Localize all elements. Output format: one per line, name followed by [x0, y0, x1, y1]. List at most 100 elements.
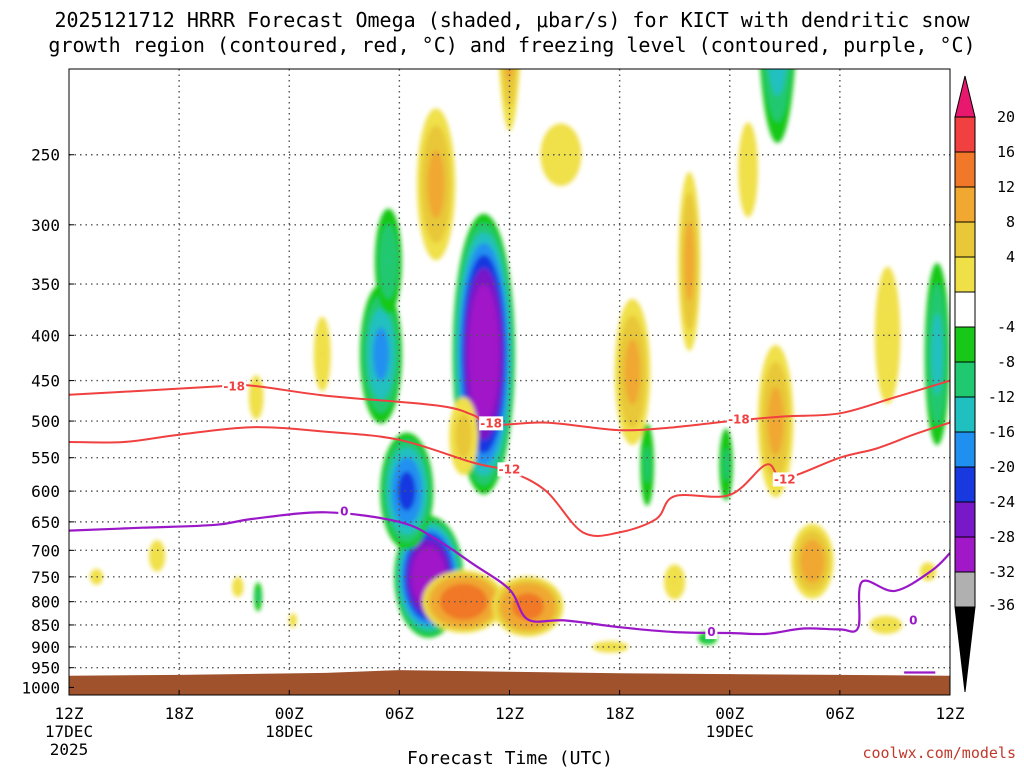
omega-cell-9 [253, 582, 263, 612]
omega-cell-8 [719, 428, 733, 501]
omega-cell-6 [924, 262, 950, 446]
colorbar-band [954, 361, 976, 398]
omega-band [673, 580, 676, 583]
colorbar-band [954, 116, 976, 153]
credit-text: coolwx.com/models [862, 744, 1016, 762]
y-tick-label: 650 [31, 513, 60, 532]
x-tick-date: 19DEC [706, 722, 754, 741]
colorbar-label: -20 [988, 458, 1015, 476]
x-tick-label: 12Z [55, 704, 84, 723]
dgz-label-bg [726, 412, 751, 427]
freezing-label-bg [907, 613, 920, 628]
omega-band [288, 613, 298, 628]
colorbar-band [954, 186, 976, 223]
omega-band [232, 576, 244, 598]
omega-cell-5 [760, 69, 795, 144]
omega-cell-17 [678, 171, 701, 352]
dgz-label-bg [222, 379, 247, 394]
omega-cell-22 [664, 564, 686, 600]
y-tick-label: 900 [31, 638, 60, 657]
omega-band [472, 304, 495, 404]
freezing-level-label: 0 [909, 613, 917, 627]
omega-cell-31 [869, 615, 903, 635]
dgz-contour-label: -18 [480, 416, 502, 430]
omega-cell-19 [791, 523, 834, 599]
x-tick-label: 06Z [385, 704, 414, 723]
x-tick-label: 06Z [825, 704, 854, 723]
x-tick-label: 18Z [165, 704, 194, 723]
omega-cell-30 [592, 641, 629, 653]
y-tick-label: 550 [31, 449, 60, 468]
colorbar: 20 16 12 8 4 -4 -8 -12 -16 -20 -24 -28 -32 -36 [954, 75, 1015, 693]
plot-area: -18 -18 -18 -12 -12 0 0 0 [69, 69, 950, 695]
omega-cell-24 [313, 316, 331, 392]
colorbar-band [954, 221, 976, 258]
x-tick-date: 17DEC [45, 722, 93, 741]
omega-band [462, 600, 465, 603]
y-tick-label: 750 [31, 568, 60, 587]
dgz-contour-label: -12 [499, 462, 521, 476]
omega-cell-3 [374, 208, 402, 315]
x-tick-label: 00Z [275, 704, 304, 723]
colorbar-band [954, 466, 976, 503]
omega-cell-2 [359, 284, 403, 424]
omega-band [373, 327, 389, 381]
colorbar-label: -16 [988, 423, 1015, 441]
omega-band [511, 592, 544, 620]
omega-band [738, 122, 758, 218]
colorbar-band [954, 501, 976, 538]
y-tick-label: 950 [31, 659, 60, 678]
colorbar-label: 8 [1006, 213, 1015, 231]
omega-band [501, 69, 518, 108]
dgz-contour-label: -12 [774, 472, 796, 486]
freezing-level-contour: 0 0 0 [69, 504, 950, 674]
omega-band [869, 615, 903, 635]
colorbar-band [954, 291, 976, 328]
omega-cell-23 [874, 266, 901, 404]
dgz-contour-label: -18 [728, 413, 750, 427]
omega-cell-29 [288, 613, 298, 628]
colorbar-label: -24 [988, 493, 1015, 511]
freezing-level-line [69, 511, 950, 636]
y-tick-label: 350 [31, 275, 60, 294]
dgz-contour-label: -18 [223, 380, 245, 394]
colorbar-band [954, 396, 976, 433]
y-tick-label: 800 [31, 593, 60, 612]
y-tick-label: 250 [31, 146, 60, 165]
omega-cell-12 [492, 576, 564, 637]
omega-band [768, 69, 787, 96]
omega-band [148, 540, 166, 572]
dgz-contour--12 [69, 421, 950, 537]
omega-band [540, 123, 582, 187]
omega-band [644, 446, 651, 484]
omega-band [684, 221, 695, 302]
colorbar-cap-top [954, 75, 976, 118]
dgz-label-bg [497, 462, 522, 477]
colorbar-label: -36 [988, 596, 1015, 614]
omega-band [767, 386, 784, 456]
omega-band [397, 471, 416, 511]
colorbar-band [954, 431, 976, 468]
colorbar-label: 12 [997, 178, 1015, 196]
colorbar-band [954, 256, 976, 293]
x-axis-title: Forecast Time (UTC) [407, 748, 613, 768]
omega-band [886, 334, 889, 337]
y-tick-label: 500 [31, 412, 60, 431]
colorbar-cap-bottom [954, 606, 976, 693]
omega-band [321, 353, 324, 356]
y-tick-label: 850 [31, 616, 60, 635]
omega-band [248, 375, 264, 420]
dgz-label-bg [772, 472, 797, 487]
y-tick-label: 600 [31, 482, 60, 501]
omega-cell-13 [416, 108, 456, 261]
y-axis: 250 300 350 400 450 500 550 600 650 700 750 800 850 9… [21, 146, 74, 697]
omega-band [427, 150, 445, 219]
colorbar-band [954, 326, 976, 363]
y-tick-label: 1000 [21, 678, 60, 697]
freezing-level-label: 0 [340, 505, 348, 519]
colorbar-label: -28 [988, 528, 1015, 546]
colorbar-label: 16 [997, 143, 1015, 161]
chart-title-line1: 2025121712 HRRR Forecast Omega (shaded, … [54, 8, 970, 32]
